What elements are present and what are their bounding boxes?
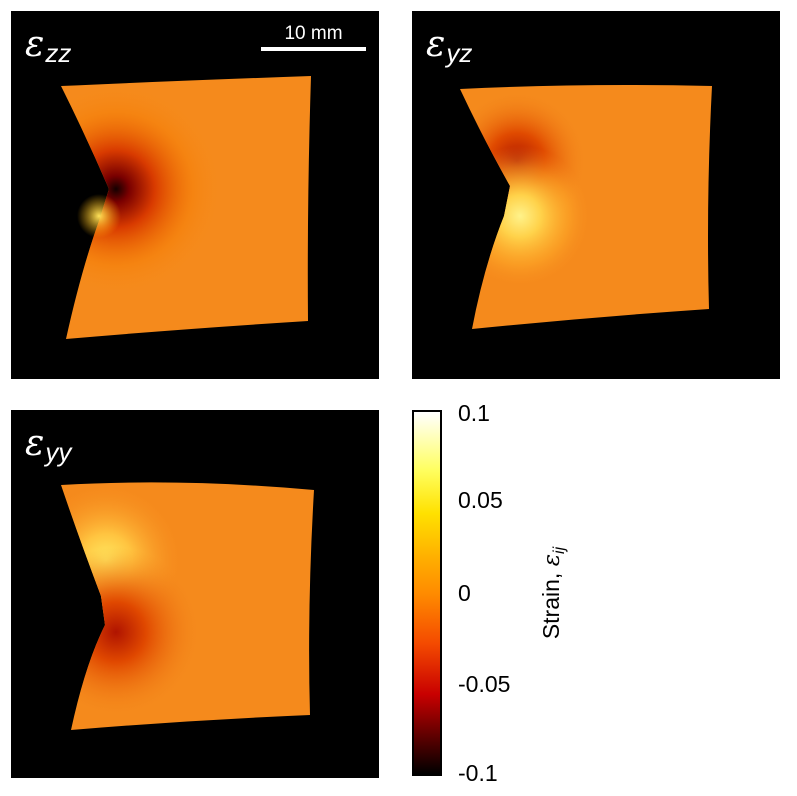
colorbar-title: Strain, εij bbox=[538, 546, 568, 640]
colorbar-tick-label: 0 bbox=[458, 580, 471, 606]
colorbar bbox=[412, 410, 442, 776]
colorbar-tick-label: -0.1 bbox=[458, 760, 498, 786]
colorbar-tick-label: 0.1 bbox=[458, 400, 490, 426]
strain-map-yy: εyy bbox=[11, 410, 379, 778]
panel-label-yz: εyz bbox=[426, 24, 473, 69]
scalebar-label: 10 mm bbox=[284, 23, 343, 44]
scalebar bbox=[261, 47, 366, 51]
colorbar-tick-label: 0.05 bbox=[458, 487, 503, 513]
panel-label-yy: εyy bbox=[25, 423, 72, 468]
panel-label-zz: εzz bbox=[25, 24, 72, 69]
specimen-image-yz bbox=[460, 85, 712, 329]
colorbar-tick-label: -0.05 bbox=[458, 671, 511, 697]
strain-map-yz: εyz bbox=[412, 11, 780, 379]
strain-map-zz: εzz 10 mm bbox=[11, 11, 379, 379]
specimen-image-yy bbox=[61, 482, 314, 730]
specimen-image-zz bbox=[61, 76, 311, 339]
